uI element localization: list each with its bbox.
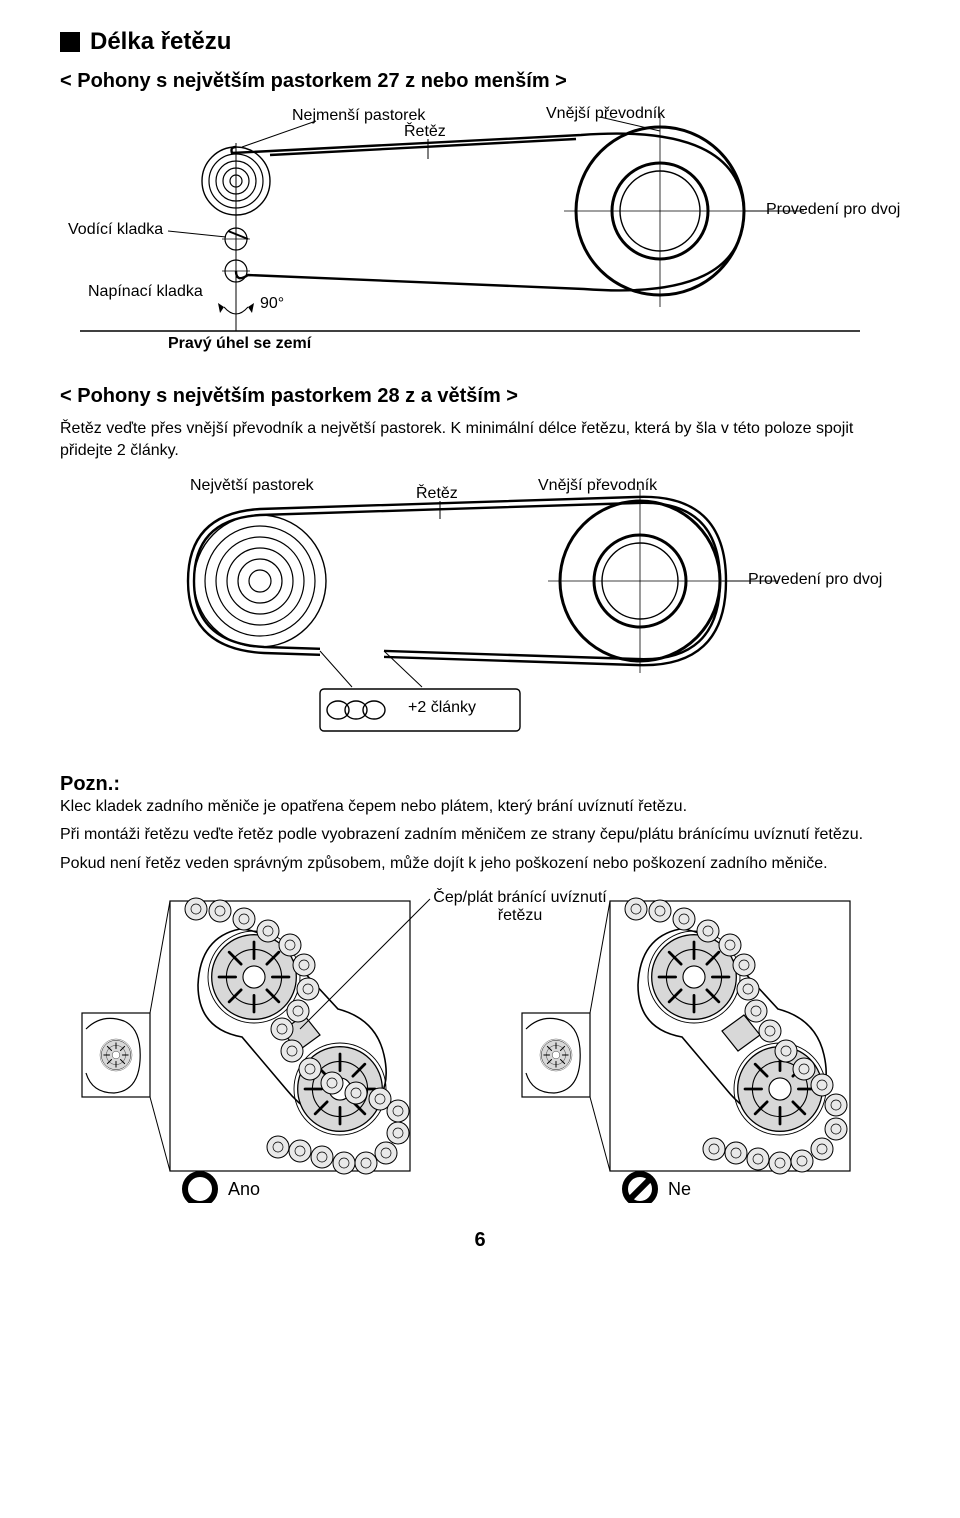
page-number: 6 xyxy=(60,1229,900,1252)
derailleur-diagrams xyxy=(60,893,900,1203)
heading-bullet-icon xyxy=(60,32,80,52)
label-tension-pulley: Napínací kladka xyxy=(88,283,203,301)
label-outer-chainring-1: Vnější převodník xyxy=(546,105,665,123)
chain-diagram-1 xyxy=(60,103,880,363)
note-p3: Pokud není řetěz veden správným způsobem… xyxy=(60,853,900,875)
label-right-angle: Pravý úhel se zemí xyxy=(168,335,311,353)
label-chain-1: Řetěz xyxy=(404,123,446,141)
page-heading: Délka řetězu xyxy=(60,28,900,56)
label-angle: 90° xyxy=(260,295,284,313)
heading-text: Délka řetězu xyxy=(90,28,231,56)
label-outer-chainring-2: Vnější převodník xyxy=(538,477,657,495)
label-guide-pulley: Vodící kladka xyxy=(68,221,163,239)
note-heading: Pozn.: xyxy=(60,773,900,796)
label-double-1: Provedení pro dvoj xyxy=(766,201,900,219)
label-double-2: Provedení pro dvoj xyxy=(748,571,882,589)
label-chain-2: Řetěz xyxy=(416,485,458,503)
section1-title: < Pohony s největším pastorkem 27 z nebo… xyxy=(60,70,900,93)
label-yes: Ano xyxy=(228,1179,260,1200)
section2-title: < Pohony s největším pastorkem 28 z a vě… xyxy=(60,385,900,408)
diagram-2: Největší pastorek Vnější převodník Řetěz… xyxy=(60,471,880,751)
label-no: Ne xyxy=(668,1179,691,1200)
label-largest-sprocket: Největší pastorek xyxy=(190,477,314,495)
note-p1: Klec kladek zadního měniče je opatřena č… xyxy=(60,796,900,818)
diagram-3: Čep/plát bránící uvíznutí řetězu Ano Ne xyxy=(60,893,900,1203)
label-tab: Čep/plát bránící uvíznutí řetězu xyxy=(420,889,620,925)
section2-para: Řetěz veďte přes vnější převodník a nejv… xyxy=(60,418,900,463)
diagram-1: Nejmenší pastorek Vnější převodník Řetěz… xyxy=(60,103,880,363)
label-plus2: +2 články xyxy=(408,699,476,717)
note-p2: Při montáži řetězu veďte řetěz podle vyo… xyxy=(60,824,900,846)
